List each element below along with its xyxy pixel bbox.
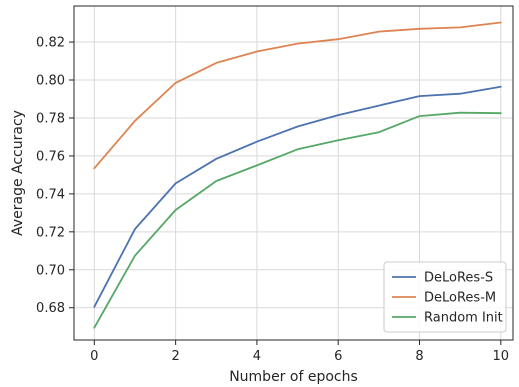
y-axis-ticks: 0.68 0.70 0.72 0.74 0.76 0.78 0.80 0.82 [36,36,74,316]
x-axis-ticks: 0 2 4 6 8 10 [90,340,509,364]
x-tick-label: 2 [171,349,179,364]
y-axis-label: Average Accuracy [10,110,26,236]
series-line-3 [93,111,502,329]
x-tick-label: 8 [415,349,423,364]
series-line-1 [93,85,502,308]
y-tick-label: 0.74 [36,187,65,202]
y-tick-label: 0.68 [36,301,65,316]
y-tick-label: 0.70 [36,263,65,278]
y-tick-label: 0.80 [36,74,65,89]
y-tick-label: 0.82 [36,36,65,51]
legend-entry: DeLoRes-S [424,271,493,286]
y-tick-label: 0.72 [36,225,65,240]
series-lines [93,21,502,329]
plot-area-frame [73,5,514,341]
x-tick-label: 0 [90,349,98,364]
legend-entry: DeLoRes-M [424,291,496,306]
series-line-2 [93,21,502,170]
legend: DeLoRes-S DeLoRes-M Random Init [383,261,507,333]
legend-entry: Random Init [424,311,503,326]
x-axis-label: Number of epochs [229,369,358,385]
grid [74,6,513,340]
x-tick-label: 4 [253,349,261,364]
y-tick-label: 0.76 [36,149,65,164]
x-tick-label: 6 [334,349,342,364]
y-tick-label: 0.78 [36,111,65,126]
legend-box [383,261,507,333]
x-tick-label: 10 [493,349,510,364]
